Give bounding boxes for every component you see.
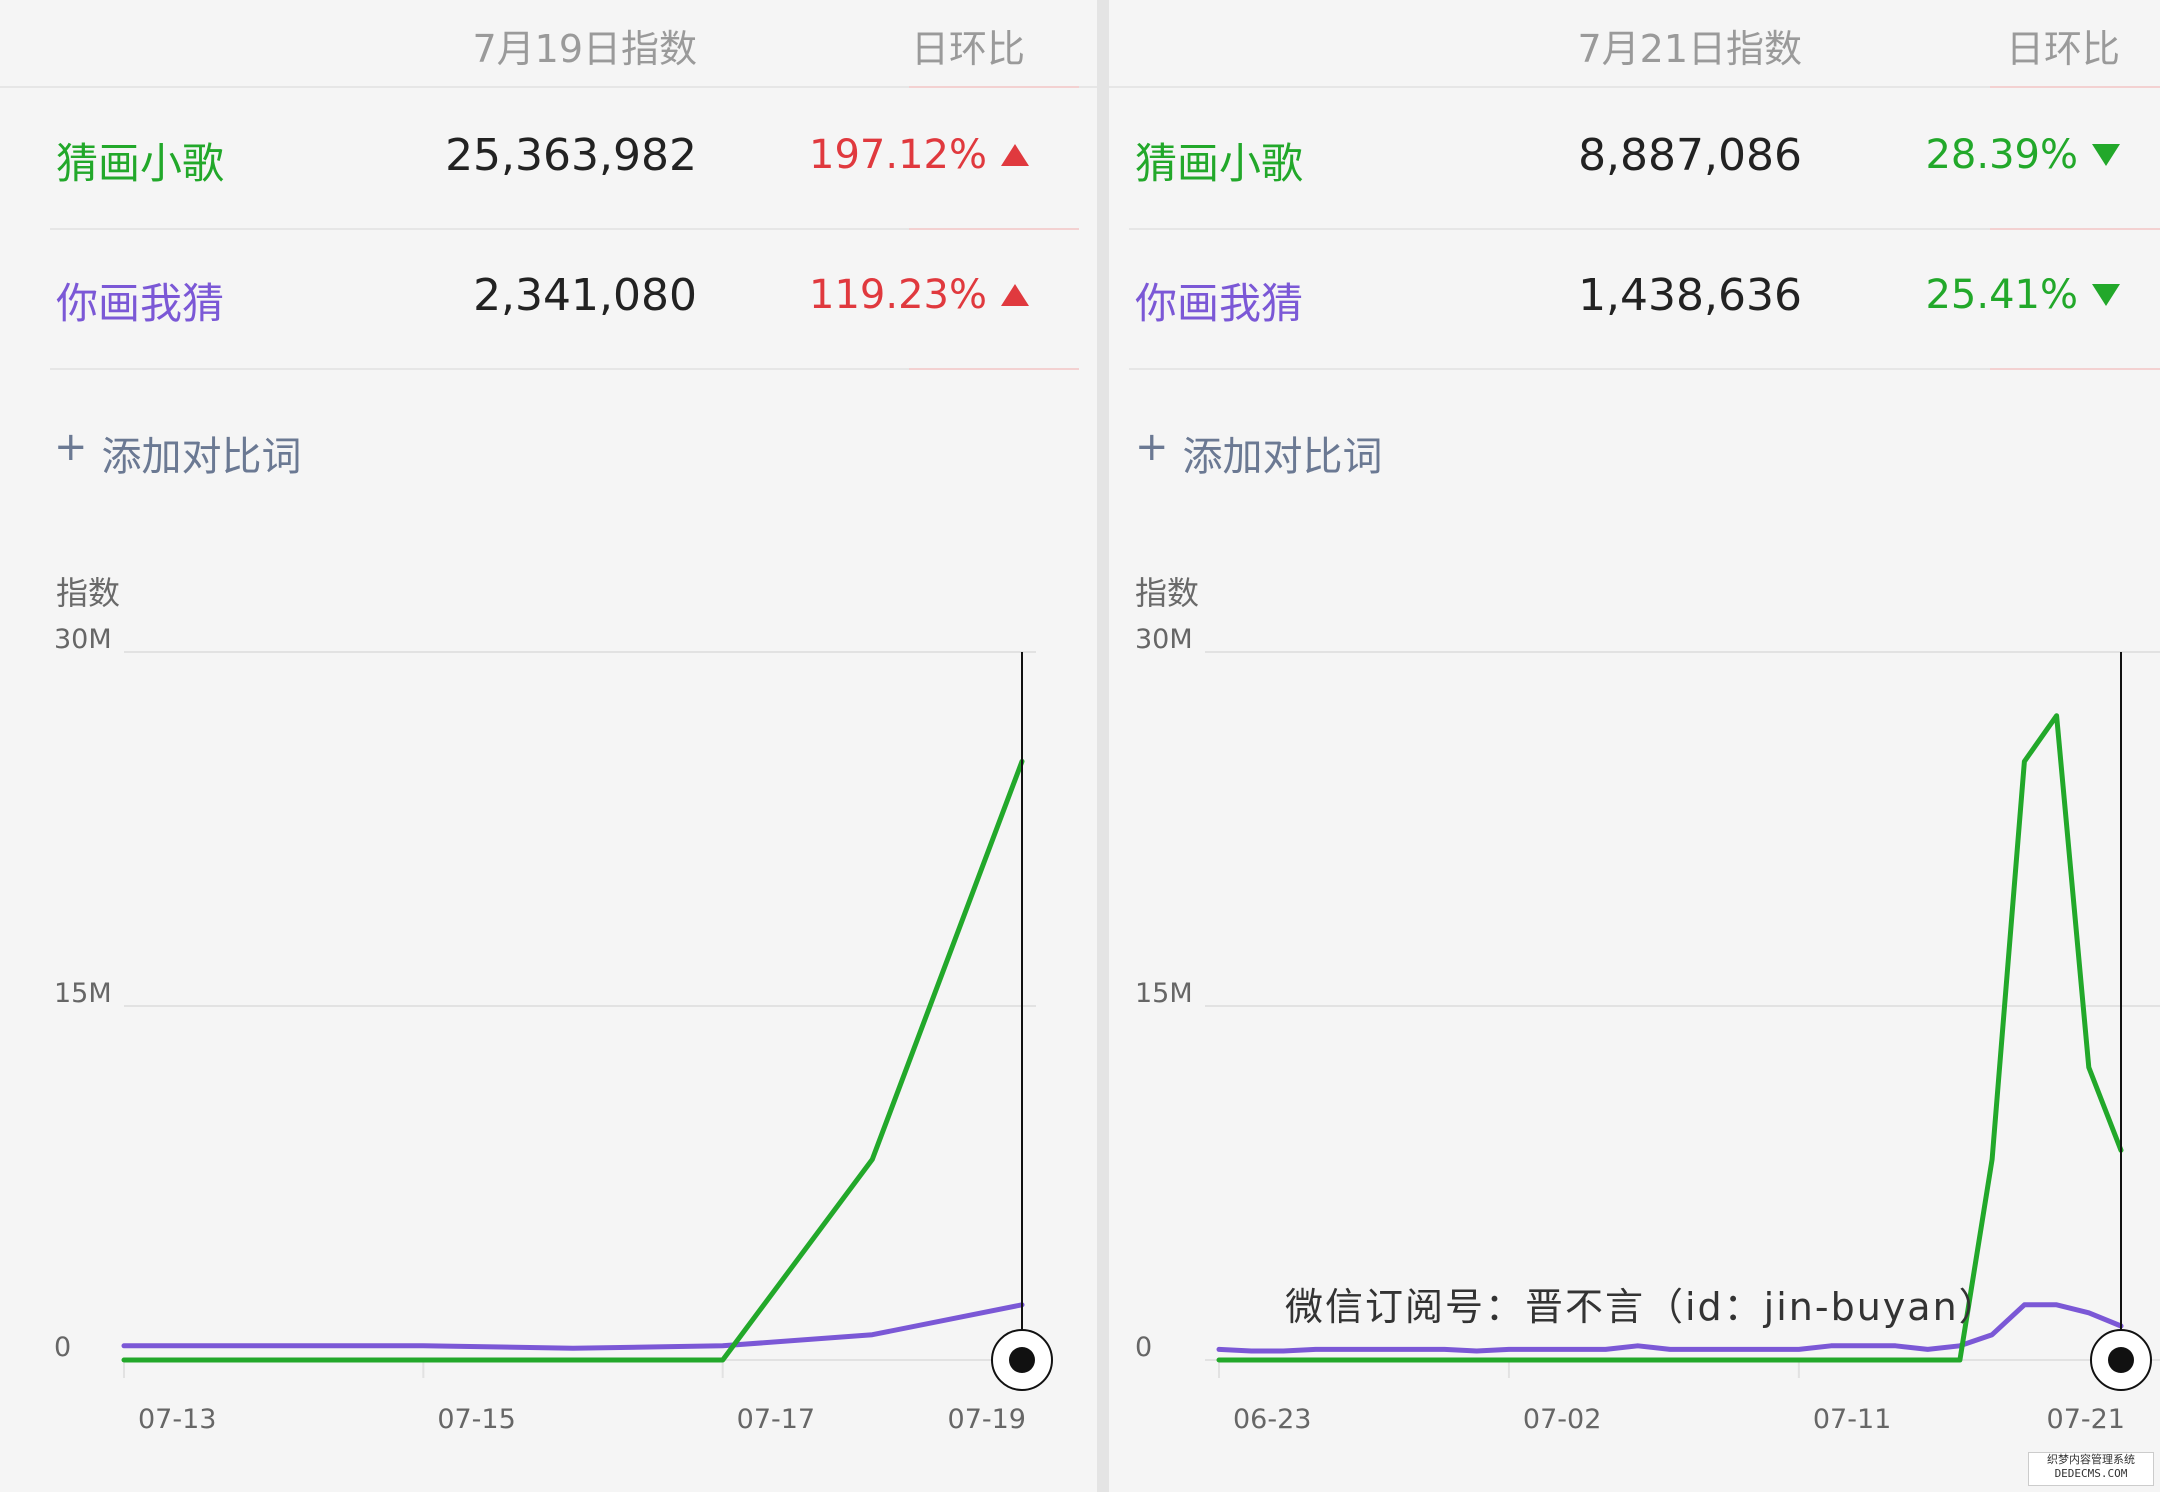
header-date: 7月21日指数 <box>1577 27 1802 71</box>
series-line <box>1216 1302 2124 1354</box>
change-indicator: 25.41% <box>1925 272 2120 318</box>
x-tick-label: 07-21 <box>2047 1404 2125 1435</box>
change-indicator: 197.12% <box>809 132 1029 178</box>
y-tick-label: 30M <box>54 624 112 655</box>
row-accent-line <box>1990 228 2160 230</box>
y-tick-label: 0 <box>1135 1332 1152 1363</box>
series-line <box>1216 713 2124 1363</box>
change-value: 25.41% <box>1925 272 2078 318</box>
watermark-text: 微信订阅号：晋不言（id：jin-buyan） <box>1285 1285 1999 1329</box>
x-tick-label: 07-15 <box>437 1404 515 1435</box>
y-axis-label: 指数 <box>56 574 121 612</box>
x-tick-label: 07-17 <box>737 1404 815 1435</box>
plus-icon: + <box>54 424 88 470</box>
change-indicator: 28.39% <box>1925 132 2120 178</box>
add-compare-button[interactable]: + 添加对比词 <box>1135 424 1383 482</box>
index-panel-right: 7月21日指数 日环比 猜画小歌 8,887,086 28.39% 你画我猜 1… <box>1109 0 2160 1492</box>
panel-divider <box>1097 0 1109 1492</box>
keyword-row[interactable]: 你画我猜 1,438,636 25.41% <box>1129 228 2160 370</box>
index-value: 8,887,086 <box>1578 130 1802 181</box>
trend-chart[interactable]: 0 15M 30M 07-13 07-15 07-17 07-19 <box>0 600 1097 1460</box>
change-value: 197.12% <box>809 132 987 178</box>
index-value: 25,363,982 <box>445 130 697 181</box>
row-accent-line <box>909 228 1079 230</box>
keyword-label: 你画我猜 <box>1135 279 1304 328</box>
add-compare-label: 添加对比词 <box>1182 434 1383 480</box>
keyword-label: 猜画小歌 <box>56 139 225 188</box>
keyword-row[interactable]: 猜画小歌 25,363,982 197.12% <box>50 88 1079 230</box>
triangle-up-icon <box>1001 144 1029 166</box>
header-accent-line <box>909 86 1079 88</box>
header-change: 日环比 <box>910 27 1025 71</box>
y-tick-label: 15M <box>1135 978 1193 1009</box>
plus-icon: + <box>1135 424 1169 470</box>
index-value: 1,438,636 <box>1578 270 1802 321</box>
cursor-handle-dot <box>1009 1347 1035 1373</box>
y-tick-label: 15M <box>54 978 112 1009</box>
header-change: 日环比 <box>2005 27 2120 71</box>
x-tick-label: 07-02 <box>1523 1404 1601 1435</box>
table-header: 7月19日指数 日环比 <box>0 0 1097 88</box>
corner-logo: 织梦内容管理系统 DEDECMS.COM <box>2028 1452 2154 1486</box>
add-compare-label: 添加对比词 <box>101 434 302 480</box>
series-line <box>121 1302 1025 1351</box>
x-tick-label: 07-13 <box>138 1404 216 1435</box>
keyword-row[interactable]: 猜画小歌 8,887,086 28.39% <box>1129 88 2160 230</box>
corner-logo-line1: 织梦内容管理系统 <box>2047 1453 2135 1466</box>
trend-chart[interactable]: 0 15M 30M 06-23 07-02 07-11 07-21 <box>1109 600 2160 1460</box>
change-value: 119.23% <box>809 272 987 318</box>
row-accent-line <box>1990 368 2160 370</box>
index-panel-left: 7月19日指数 日环比 猜画小歌 25,363,982 197.12% 你画我猜… <box>0 0 1097 1460</box>
header-accent-line <box>1990 86 2160 88</box>
change-indicator: 119.23% <box>809 272 1029 318</box>
change-value: 28.39% <box>1925 132 2078 178</box>
triangle-up-icon <box>1001 284 1029 306</box>
keyword-label: 猜画小歌 <box>1135 139 1304 188</box>
add-compare-button[interactable]: + 添加对比词 <box>54 424 302 482</box>
triangle-down-icon <box>2092 144 2120 166</box>
table-header: 7月21日指数 日环比 <box>1109 0 2160 88</box>
y-tick-label: 30M <box>1135 624 1193 655</box>
series-line <box>121 758 1025 1363</box>
keyword-row[interactable]: 你画我猜 2,341,080 119.23% <box>50 228 1079 370</box>
corner-logo-line2: DEDECMS.COM <box>2054 1467 2128 1480</box>
triangle-down-icon <box>2092 284 2120 306</box>
y-axis-label: 指数 <box>1135 574 1200 612</box>
index-value: 2,341,080 <box>473 270 697 321</box>
header-date: 7月19日指数 <box>472 27 697 71</box>
row-accent-line <box>909 368 1079 370</box>
x-tick-label: 06-23 <box>1233 1404 1311 1435</box>
cursor-handle-dot <box>2108 1347 2134 1373</box>
keyword-label: 你画我猜 <box>56 279 225 328</box>
x-tick-label: 07-11 <box>1813 1404 1891 1435</box>
x-tick-label: 07-19 <box>948 1404 1026 1435</box>
y-tick-label: 0 <box>54 1332 71 1363</box>
